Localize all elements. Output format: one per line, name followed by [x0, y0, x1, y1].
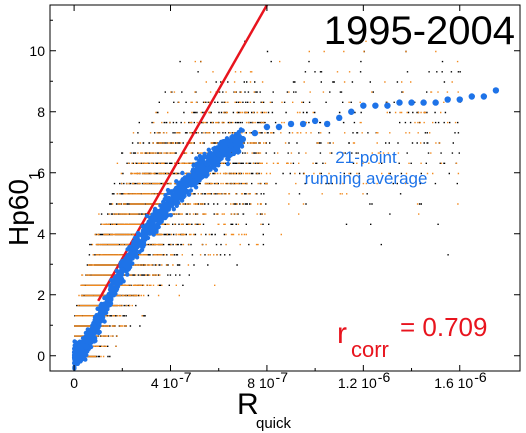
x-tick-label: 0: [70, 375, 78, 391]
y-tick-label: 8: [37, 104, 45, 120]
x-tick-label: 8 10: [247, 375, 274, 391]
running-average-point: [456, 96, 463, 103]
running-average-point: [227, 142, 234, 149]
running-average-point: [287, 120, 295, 128]
running-average-point: [251, 129, 259, 137]
y-axis-title-subscript: 1: [27, 171, 44, 180]
running-average-point: [179, 184, 186, 192]
running-average-point: [372, 102, 379, 109]
running-average-point: [215, 151, 222, 158]
x-axis-title-subscript: quick: [256, 415, 292, 432]
running-average-point: [348, 108, 355, 115]
plot-frame: [49, 4, 521, 372]
running-average-point: [82, 343, 90, 350]
running-average-point: [143, 227, 150, 234]
running-average-point: [299, 120, 307, 128]
fit-line: [97, 4, 269, 302]
running-average-point: [107, 291, 114, 298]
running-average-point: [444, 96, 451, 103]
running-average-point: [360, 102, 367, 109]
running-average-label-line2: running average: [305, 169, 428, 188]
running-average-point: [155, 212, 162, 219]
x-tick-exponent: -7: [179, 369, 192, 385]
running-average-point: [263, 123, 271, 131]
running-average-point: [119, 267, 126, 274]
running-average-point: [396, 99, 403, 106]
running-average-series: [71, 87, 500, 371]
running-average-point: [311, 117, 319, 125]
y-tick-label: 6: [37, 165, 45, 181]
running-average-point: [275, 123, 283, 131]
running-average-point: [420, 99, 427, 106]
running-average-point: [191, 172, 198, 179]
y-axis-title: Hp60: [3, 179, 34, 246]
running-average-point: [468, 93, 475, 100]
running-average-point: [336, 114, 343, 122]
x-tick-exponent: -7: [276, 369, 289, 385]
running-average-point: [323, 120, 331, 128]
running-average-point: [432, 99, 439, 106]
y-tick-label: 2: [37, 287, 45, 303]
x-tick-exponent: -6: [474, 369, 487, 385]
x-tick-label: 1.2 10: [338, 375, 377, 391]
point-cloud: [74, 40, 461, 358]
x-tick-label: 4 10: [151, 375, 178, 391]
running-average-point: [203, 160, 210, 167]
scatter-points-orange: [74, 40, 461, 358]
running-average-point: [95, 319, 102, 326]
running-average-point: [480, 93, 488, 100]
running-average-point: [167, 197, 174, 204]
running-average-point: [408, 99, 415, 106]
y-tick-label: 4: [37, 226, 45, 242]
scatter-cloud: [74, 40, 461, 358]
linear-fit-line: [97, 4, 269, 302]
scatter-points-black: [74, 40, 461, 358]
running-average-label-line1: 21-point: [335, 148, 397, 167]
running-average-point: [131, 245, 138, 253]
chart-title: 1995-2004: [324, 9, 515, 53]
y-tick-label: 10: [29, 43, 45, 59]
running-average-point: [239, 136, 247, 143]
x-tick-exponent: -6: [378, 369, 391, 385]
x-axis-title: R: [237, 388, 259, 421]
running-average-point: [384, 102, 391, 109]
rcorr-r: r: [337, 317, 347, 350]
rcorr-subscript: corr: [351, 337, 389, 362]
rcorr-value: = 0.709: [400, 312, 487, 342]
y-tick-label: 0: [37, 348, 45, 364]
running-average-point: [492, 87, 500, 94]
x-tick-label: 1.6 10: [434, 375, 473, 391]
